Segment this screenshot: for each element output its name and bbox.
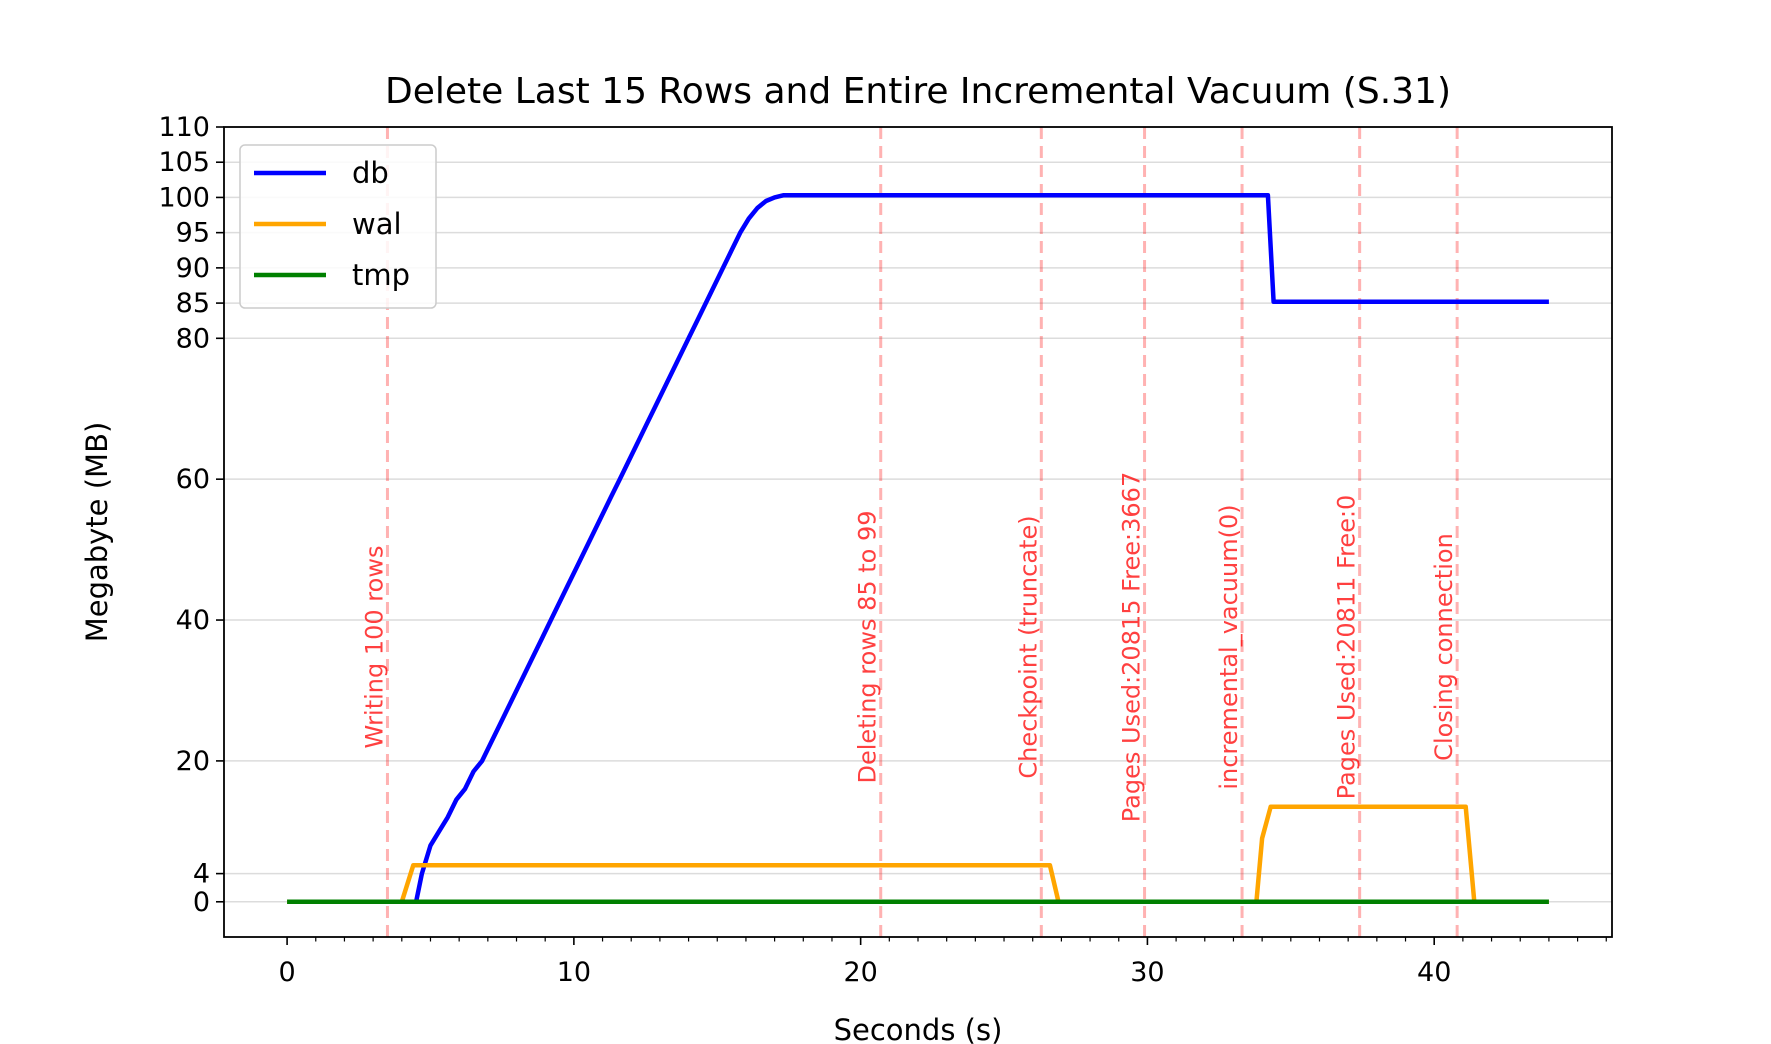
series-line-db bbox=[287, 193, 1549, 905]
legend-label: wal bbox=[352, 207, 402, 241]
chart-title: Delete Last 15 Rows and Entire Increment… bbox=[385, 71, 1451, 112]
x-tick-label: 30 bbox=[1130, 957, 1164, 988]
event-label: Deleting rows 85 to 99 bbox=[854, 510, 882, 783]
y-tick-label: 95 bbox=[176, 218, 210, 249]
legend-box bbox=[239, 144, 437, 309]
x-tick-label: 10 bbox=[557, 957, 591, 988]
y-tick-label: 80 bbox=[176, 323, 210, 354]
y-tick-label: 4 bbox=[193, 859, 210, 890]
data-series bbox=[287, 193, 1549, 905]
legend: db wal tmp bbox=[239, 144, 437, 309]
y-tick-label: 40 bbox=[176, 605, 210, 636]
y-tick-label: 85 bbox=[176, 288, 210, 319]
x-tick-label: 0 bbox=[278, 957, 295, 988]
x-tick-label: 20 bbox=[843, 957, 877, 988]
event-label: Pages Used:20815 Free:3667 bbox=[1118, 472, 1146, 822]
event-label: Checkpoint (truncate) bbox=[1014, 515, 1042, 778]
event-label: Closing connection bbox=[1430, 533, 1458, 761]
y-tick-label: 100 bbox=[158, 182, 210, 213]
x-tick-label: 40 bbox=[1417, 957, 1451, 988]
y-tick-label: 60 bbox=[176, 464, 210, 495]
event-markers: Writing 100 rows Deleting rows 85 to 99 Ch… bbox=[360, 127, 1459, 937]
legend-label: db bbox=[352, 156, 389, 190]
event-label: Pages Used:20811 Free:0 bbox=[1333, 495, 1361, 800]
y-tick-label: 90 bbox=[176, 253, 210, 284]
legend-label: tmp bbox=[352, 258, 410, 292]
y-tick-label: 20 bbox=[176, 746, 210, 777]
event-label: Writing 100 rows bbox=[360, 546, 388, 749]
y-tick-label: 110 bbox=[158, 112, 210, 143]
y-axis-label: Megabyte (MB) bbox=[80, 422, 114, 643]
event-label: incremental_vacuum(0) bbox=[1215, 504, 1243, 789]
x-axis-label: Seconds (s) bbox=[834, 1013, 1003, 1044]
y-tick-label: 105 bbox=[158, 147, 210, 178]
y-tick-label: 0 bbox=[193, 887, 210, 918]
